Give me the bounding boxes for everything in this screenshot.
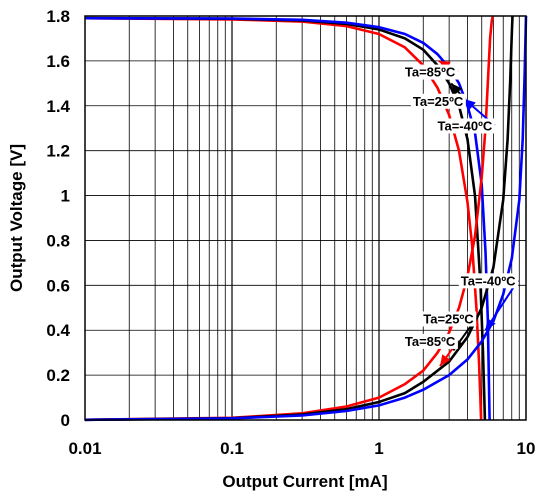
annotation-arrow-head bbox=[451, 83, 463, 95]
annotation-label-bg bbox=[402, 333, 458, 349]
y-tick-label: 1.8 bbox=[46, 7, 70, 26]
series-lines bbox=[84, 15, 528, 422]
annotation-arrow-head bbox=[440, 354, 451, 367]
y-axis-label: Output Voltage [V] bbox=[7, 144, 26, 292]
annotation-arrow-head bbox=[485, 318, 496, 331]
y-tick-label: 0.8 bbox=[46, 231, 70, 250]
plot-frame bbox=[84, 15, 527, 421]
y-tick-label: 0.4 bbox=[46, 321, 70, 340]
annotation-label-bg bbox=[435, 118, 495, 134]
annotation-label-bg bbox=[421, 311, 477, 327]
y-tick-labels: 0 0.2 0.4 0.6 0.8 1 1.2 1.4 1.6 1.8 bbox=[46, 7, 70, 430]
annotation-label-bg bbox=[410, 93, 466, 109]
x-tick-label: 0.01 bbox=[68, 439, 101, 458]
series-line-low-side-25 bbox=[84, 15, 514, 422]
annotation-label-bg bbox=[402, 64, 458, 80]
annotation-label-5: Ta=85ºC bbox=[405, 334, 456, 349]
annotation-label-bg bbox=[458, 273, 519, 289]
x-tick-label: 0.1 bbox=[220, 439, 244, 458]
x-axis-label: Output Current [mA] bbox=[222, 472, 387, 491]
y-tick-label: 0.6 bbox=[46, 276, 70, 295]
y-tick-label: 1.4 bbox=[46, 97, 70, 116]
annotation-label-3: Ta=-40ºC bbox=[461, 273, 516, 288]
y-tick-label: 1 bbox=[61, 187, 70, 206]
annotation-arrow-head bbox=[464, 99, 476, 111]
y-tick-label: 0.2 bbox=[46, 366, 70, 385]
annotation-label-1: Ta=25ºC bbox=[413, 94, 464, 109]
x-tick-label: 1 bbox=[374, 439, 383, 458]
y-tick-label: 1.6 bbox=[46, 52, 70, 71]
x-tick-label: 10 bbox=[517, 439, 536, 458]
annotation-label-0: Ta=85ºC bbox=[405, 65, 456, 80]
annotation-label-4: Ta=25ºC bbox=[423, 311, 474, 326]
annotation-labels: Ta=85ºC Ta=25ºC Ta=-40ºC Ta=-40ºC Ta=25ºC Ta=… bbox=[402, 64, 519, 349]
series-line-low-side-m40 bbox=[84, 15, 528, 422]
y-tick-label: 1.2 bbox=[46, 142, 70, 161]
y-tick-label: 0 bbox=[61, 411, 70, 430]
grid bbox=[85, 16, 526, 420]
x-tick-labels: 0.01 0.1 1 10 bbox=[68, 439, 535, 458]
annotation-label-2: Ta=-40ºC bbox=[437, 118, 492, 133]
